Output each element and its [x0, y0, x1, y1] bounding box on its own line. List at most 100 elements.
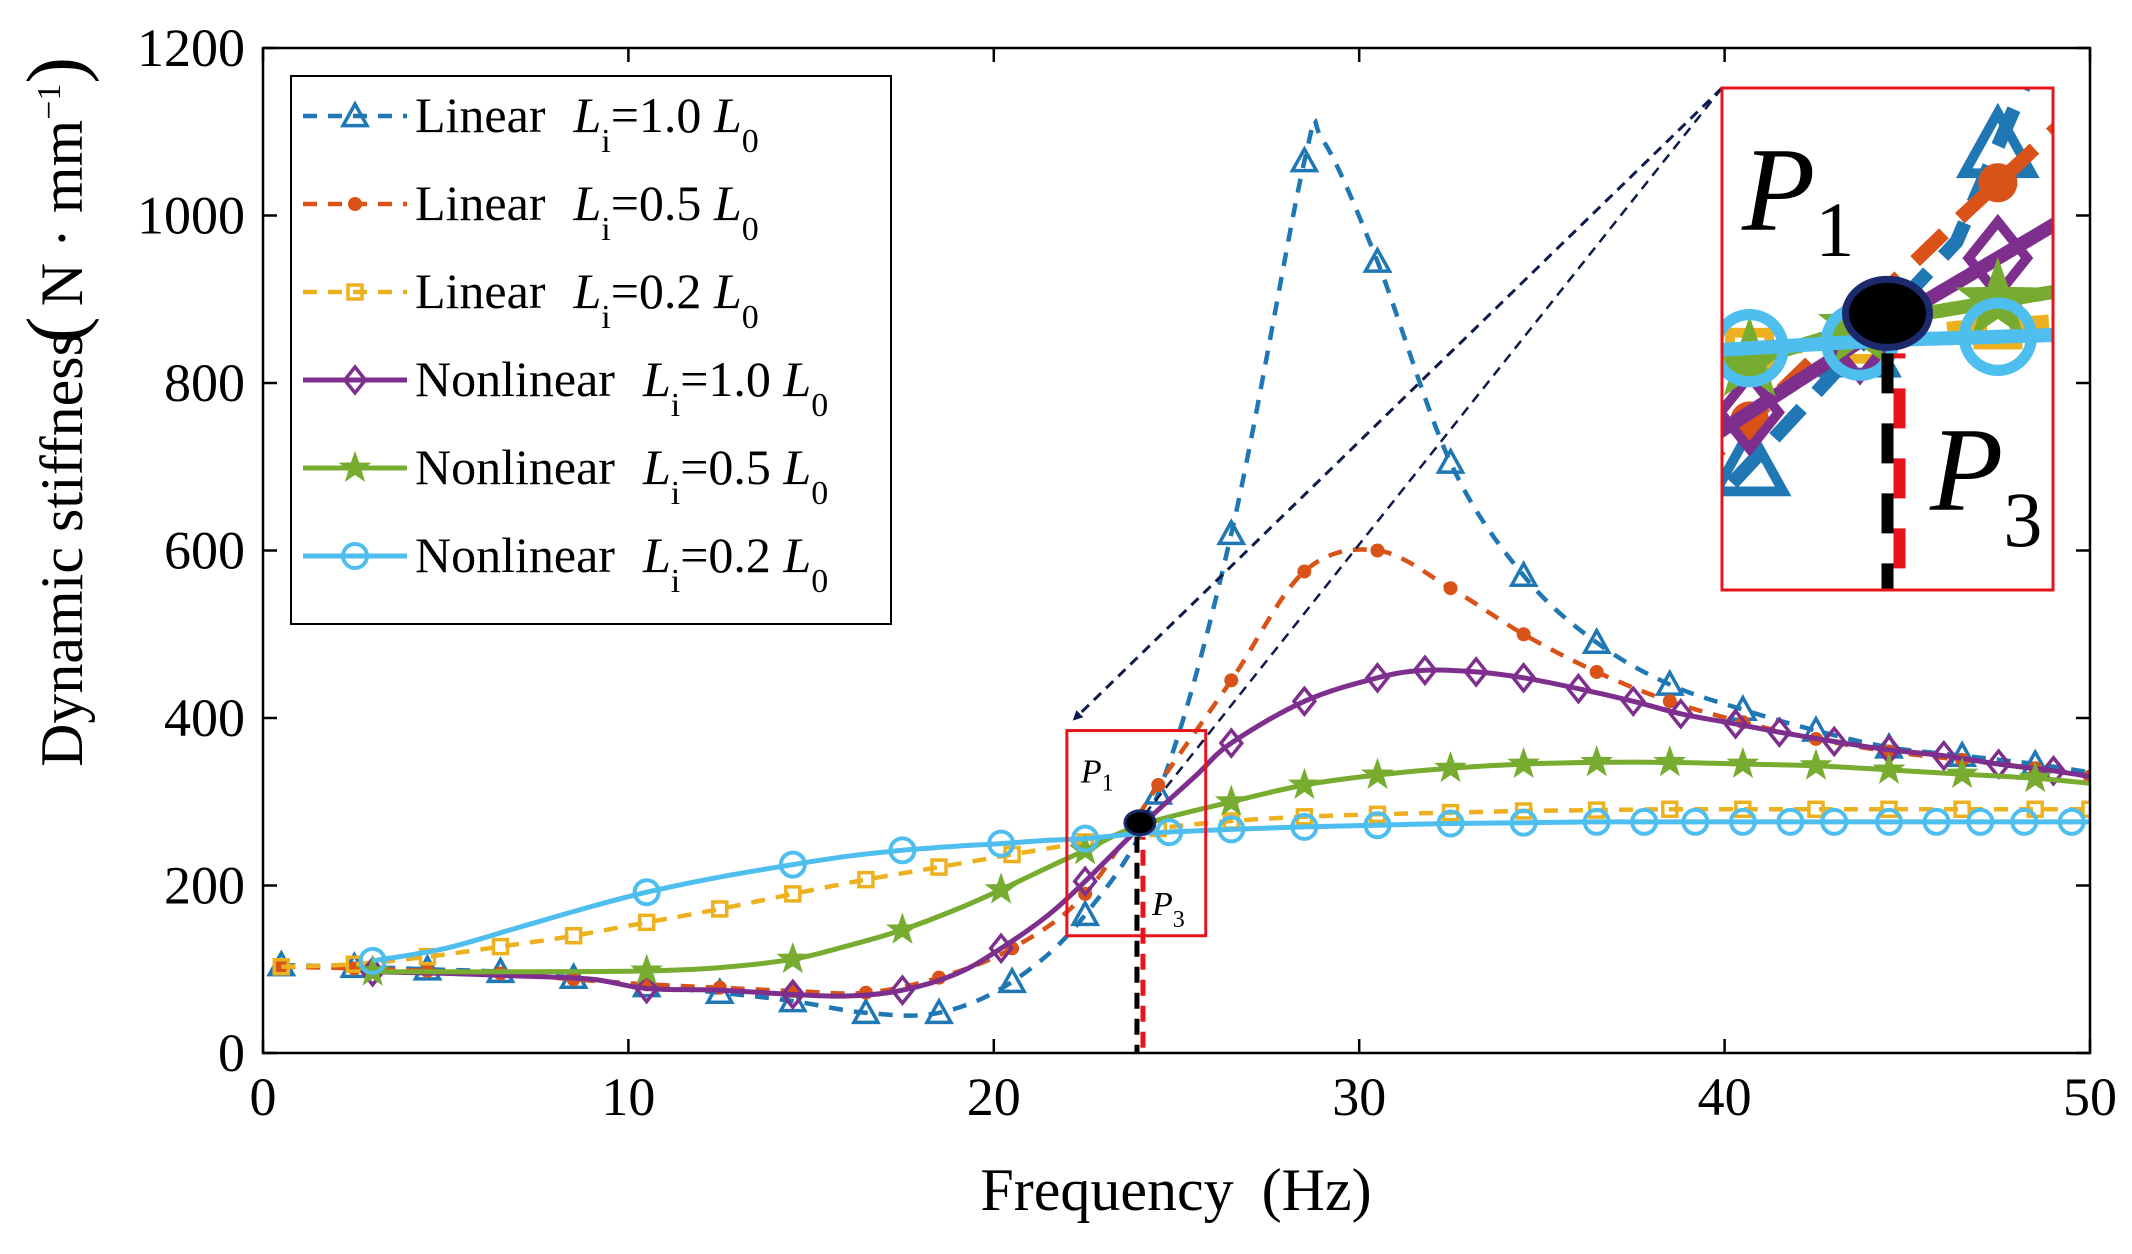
- data-point: [1620, 685, 1646, 718]
- annotation-layer: P1 P3: [1065, 86, 1724, 1053]
- data-point: [1151, 778, 1166, 792]
- data-point: [1463, 656, 1489, 688]
- data-point: [1922, 807, 1951, 836]
- data-point: [1807, 800, 1825, 819]
- inset-marker: [1958, 297, 2038, 376]
- y-tick-label: 800: [164, 353, 245, 413]
- data-point: [889, 974, 916, 1006]
- data-point: [1654, 668, 1685, 696]
- y-tick-label: 400: [164, 688, 245, 748]
- data-point: [1362, 245, 1393, 273]
- series-line: [281, 806, 2090, 969]
- data-point: [1290, 812, 1319, 841]
- data-point: [1581, 627, 1612, 654]
- x-tick-label: 10: [601, 1067, 655, 1127]
- data-point: [1630, 807, 1659, 836]
- data-point: [1291, 685, 1318, 718]
- data-point: [1945, 756, 1979, 789]
- legend-label: Linear Li=0.5 L0: [415, 175, 759, 248]
- data-point: [1436, 809, 1465, 838]
- inset-marker: [1722, 420, 1792, 497]
- data-point: [2010, 807, 2039, 836]
- data-point: [630, 953, 664, 985]
- legend-label: Linear Li=0.2 L0: [415, 263, 759, 336]
- y-tick-label: 1000: [137, 186, 245, 246]
- intersection-point: [1123, 809, 1157, 837]
- data-point: [2057, 807, 2086, 836]
- data-point: [1661, 800, 1679, 819]
- data-point: [1364, 661, 1391, 694]
- data-point: [1443, 581, 1458, 596]
- inset-intersection-point: [1842, 275, 1933, 351]
- legend-items: Linear Li=1.0 L0 Linear Li=0.5 L0 Linear Li=0…: [303, 87, 828, 600]
- inset-curves: [1722, 88, 2053, 590]
- data-point: [1363, 811, 1392, 840]
- legend-entry-5: Nonlinear Li=0.5 L0: [303, 439, 828, 512]
- series-6: [358, 807, 2090, 975]
- data-point: [1872, 752, 1906, 784]
- inset-line: [1722, 314, 2053, 363]
- data-point: [1734, 800, 1752, 819]
- p1-label: P1: [1080, 754, 1114, 797]
- data-point: [1508, 560, 1539, 587]
- data-point: [776, 941, 810, 974]
- data-point: [1728, 807, 1757, 836]
- inset-marker: [1955, 256, 2040, 338]
- data-point: [1516, 627, 1531, 642]
- y-tick-label: 0: [218, 1023, 245, 1083]
- data-point: [2018, 761, 2052, 793]
- data-point: [1070, 899, 1101, 927]
- legend-label: Linear Li=1.0 L0: [415, 87, 759, 160]
- data-point: [1071, 824, 1100, 853]
- data-point: [850, 997, 881, 1025]
- ticks-layer: 0 10 20 30 40 50 0 200 400 600 800 1000 1200: [137, 18, 2117, 1127]
- data-point: [632, 878, 661, 907]
- data-point: [997, 966, 1028, 994]
- data-point: [1224, 673, 1239, 688]
- data-point: [1370, 543, 1385, 558]
- y-axis-label: Dynamic stiffness: [29, 333, 95, 767]
- data-point: [1434, 751, 1467, 783]
- data-point: [1509, 808, 1538, 837]
- data-point: [1214, 784, 1248, 816]
- data-point: [1776, 807, 1805, 836]
- zoom-inset: P1 P3: [1720, 86, 2055, 592]
- data-point: [1799, 748, 1833, 780]
- legend-marker: [346, 283, 364, 301]
- data-point: [1821, 725, 1847, 758]
- legend-entry-4: Nonlinear Li=1.0 L0: [303, 351, 828, 424]
- data-point: [1297, 564, 1312, 579]
- x-tick-label: 30: [1332, 1067, 1386, 1127]
- data-point: [1216, 518, 1247, 546]
- data-point: [2040, 754, 2067, 787]
- series-line: [372, 667, 2090, 999]
- data-point: [1653, 745, 1687, 777]
- data-point: [784, 885, 802, 903]
- legend-label: Nonlinear Li=0.5 L0: [415, 439, 828, 512]
- data-point: [987, 829, 1016, 858]
- data-point: [1668, 698, 1694, 730]
- data-point: [1662, 694, 1677, 709]
- zoom-arrow-1: [1072, 86, 1724, 721]
- data-point: [1507, 746, 1541, 779]
- data-point: [1218, 727, 1244, 759]
- data-point: [1726, 746, 1760, 779]
- data-point: [1155, 818, 1184, 847]
- data-point: [984, 872, 1018, 904]
- series-line: [372, 819, 2090, 964]
- data-point: [1072, 865, 1098, 898]
- inset-p1-label: P1: [1741, 123, 1854, 273]
- x-tick-label: 0: [250, 1067, 277, 1127]
- data-point: [1953, 800, 1971, 819]
- data-point: [988, 932, 1014, 965]
- data-point: [1880, 800, 1898, 819]
- data-point: [564, 927, 583, 945]
- inset-frame: [1720, 86, 2055, 592]
- series-line: [281, 547, 2090, 996]
- x-tick-label: 40: [1698, 1067, 1752, 1127]
- data-point: [634, 972, 660, 1005]
- data-point: [1361, 757, 1394, 789]
- x-axis-label: Frequency (Hz): [980, 1157, 1371, 1223]
- x-tick-label: 50: [2063, 1067, 2117, 1127]
